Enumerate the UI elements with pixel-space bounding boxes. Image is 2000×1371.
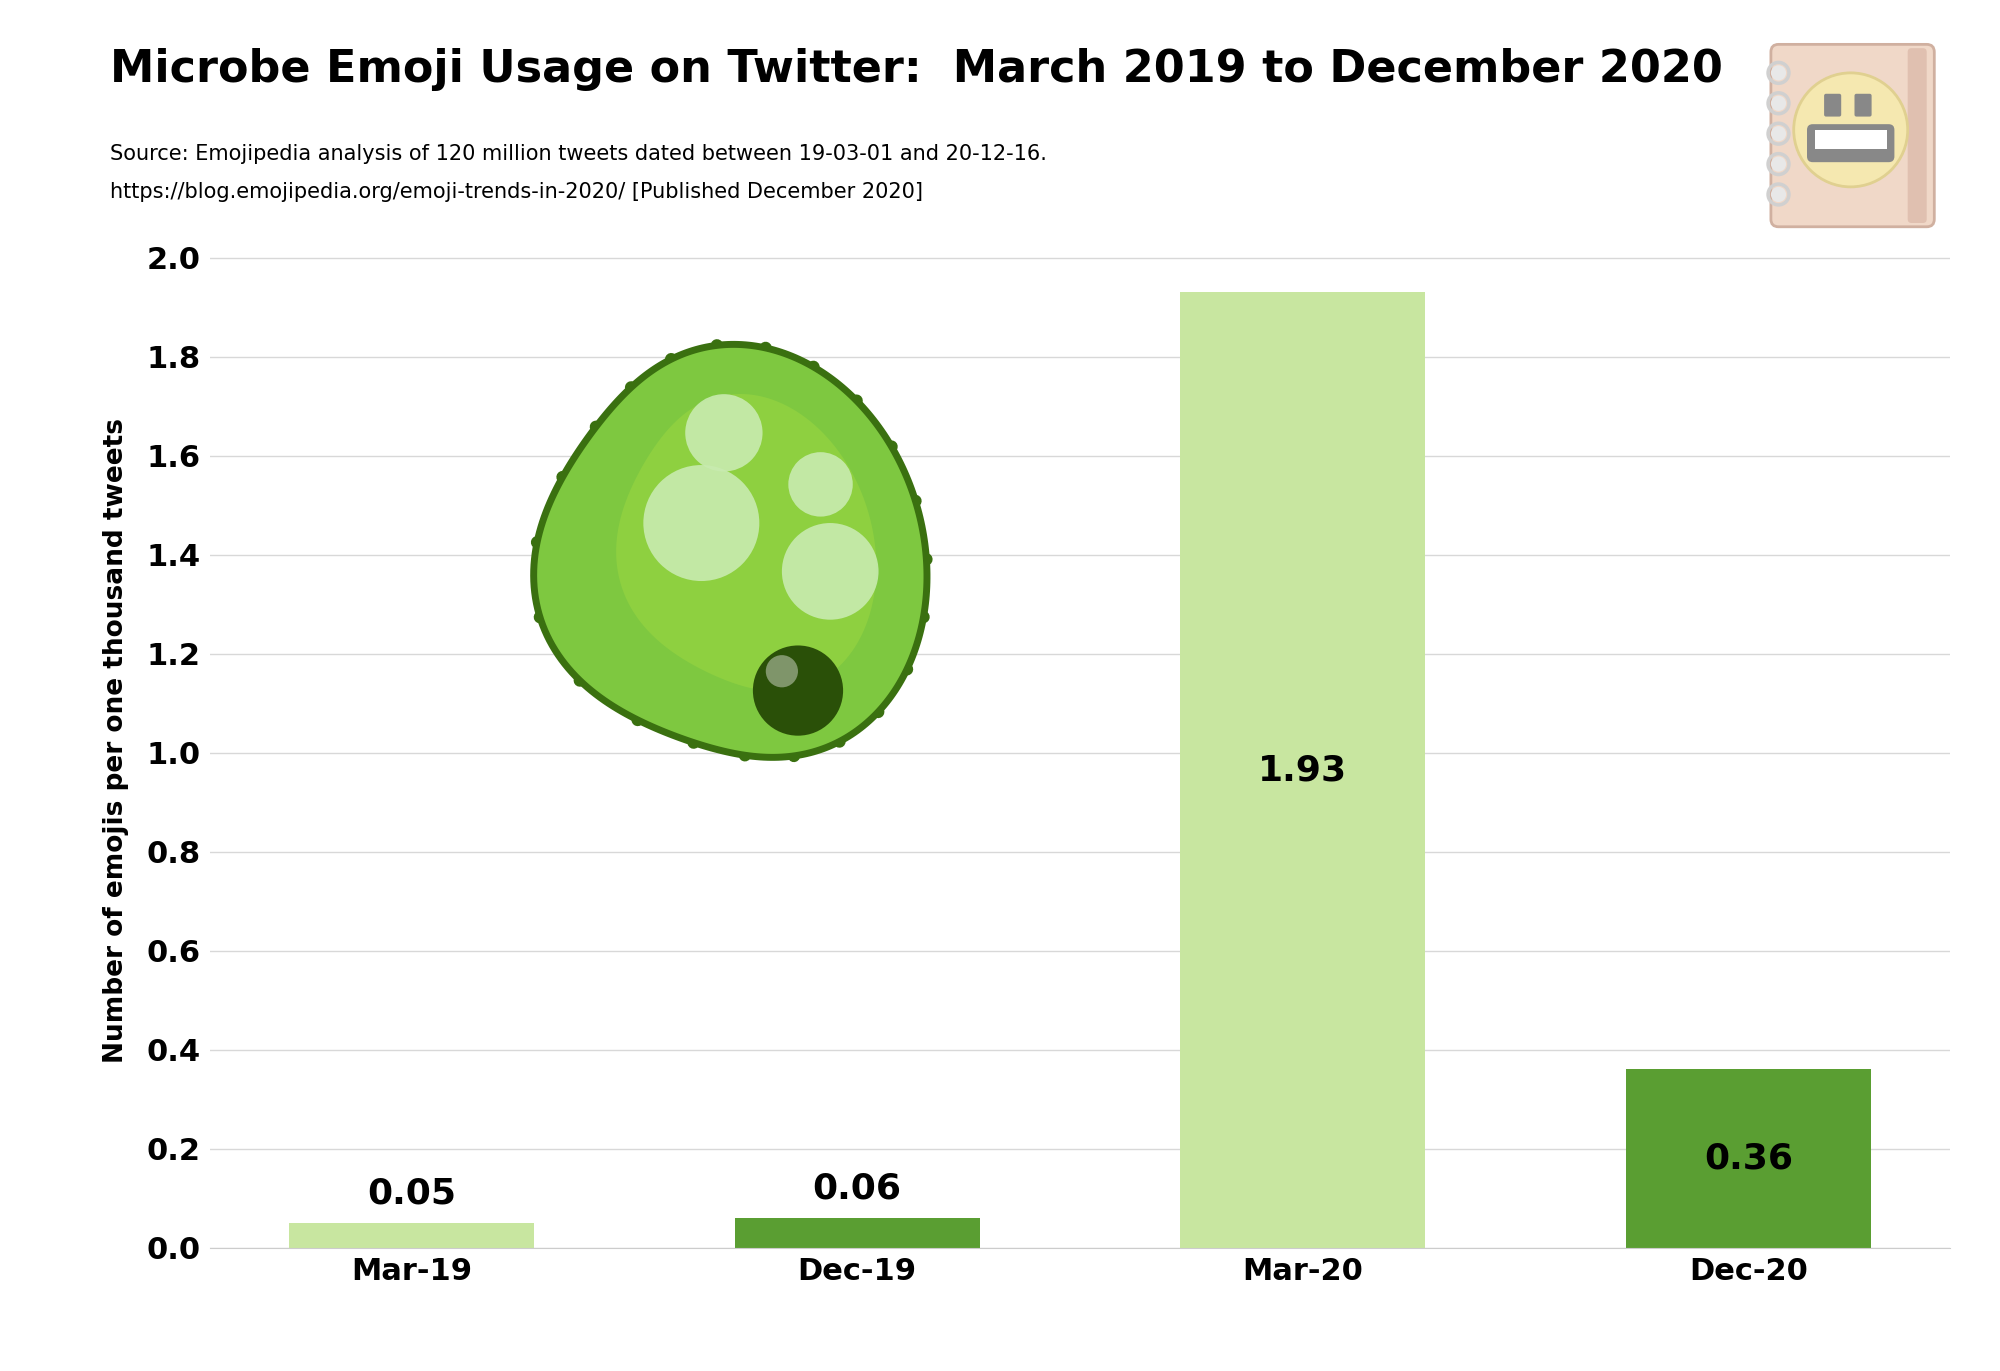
Circle shape <box>1770 126 1786 141</box>
FancyBboxPatch shape <box>1908 48 1926 223</box>
Y-axis label: Number of emojis per one thousand tweets: Number of emojis per one thousand tweets <box>104 418 130 1063</box>
Text: Source: Emojipedia analysis of 120 million tweets dated between 19-03-01 and 20-: Source: Emojipedia analysis of 120 milli… <box>110 144 1046 165</box>
Circle shape <box>650 407 670 429</box>
Circle shape <box>782 524 878 620</box>
Bar <box>1180 292 1426 1248</box>
Circle shape <box>778 703 798 725</box>
Circle shape <box>588 487 610 507</box>
Circle shape <box>618 441 640 462</box>
Bar <box>1626 1069 1870 1248</box>
Text: https://blog.emojipedia.org/emoji-trends-in-2020/ [Published December 2020]: https://blog.emojipedia.org/emoji-trends… <box>110 182 924 203</box>
Text: 1.93: 1.93 <box>1258 753 1348 787</box>
Circle shape <box>712 377 732 398</box>
Circle shape <box>598 640 620 661</box>
Circle shape <box>788 452 852 517</box>
Polygon shape <box>616 393 876 691</box>
FancyBboxPatch shape <box>1824 93 1842 117</box>
Circle shape <box>866 503 886 524</box>
Circle shape <box>810 694 830 714</box>
Circle shape <box>858 642 880 662</box>
Text: Microbe Emoji Usage on Twitter:  March 2019 to December 2020: Microbe Emoji Usage on Twitter: March 20… <box>110 48 1722 90</box>
Circle shape <box>1794 73 1908 186</box>
Text: 0.05: 0.05 <box>368 1176 456 1211</box>
Polygon shape <box>534 344 926 757</box>
Circle shape <box>816 420 838 440</box>
Circle shape <box>1770 156 1786 171</box>
FancyBboxPatch shape <box>1814 130 1886 149</box>
FancyBboxPatch shape <box>1770 44 1934 226</box>
Circle shape <box>1770 186 1786 202</box>
Circle shape <box>696 692 718 713</box>
Bar <box>734 1217 980 1248</box>
Circle shape <box>568 540 588 561</box>
Circle shape <box>782 392 804 414</box>
Circle shape <box>746 378 768 399</box>
Circle shape <box>1770 66 1786 81</box>
Circle shape <box>644 465 760 581</box>
Circle shape <box>846 458 866 478</box>
Text: 0.06: 0.06 <box>812 1172 902 1205</box>
Bar <box>290 1223 534 1248</box>
FancyBboxPatch shape <box>1854 93 1872 117</box>
Circle shape <box>874 553 896 573</box>
Circle shape <box>752 646 844 736</box>
Circle shape <box>740 703 762 724</box>
Circle shape <box>766 655 798 687</box>
Circle shape <box>570 594 590 614</box>
Circle shape <box>836 673 858 694</box>
Circle shape <box>686 395 762 472</box>
Circle shape <box>646 672 666 692</box>
Circle shape <box>680 387 700 407</box>
FancyBboxPatch shape <box>1808 125 1894 162</box>
Text: 0.36: 0.36 <box>1704 1142 1792 1175</box>
Circle shape <box>872 599 892 620</box>
Circle shape <box>1770 96 1786 111</box>
